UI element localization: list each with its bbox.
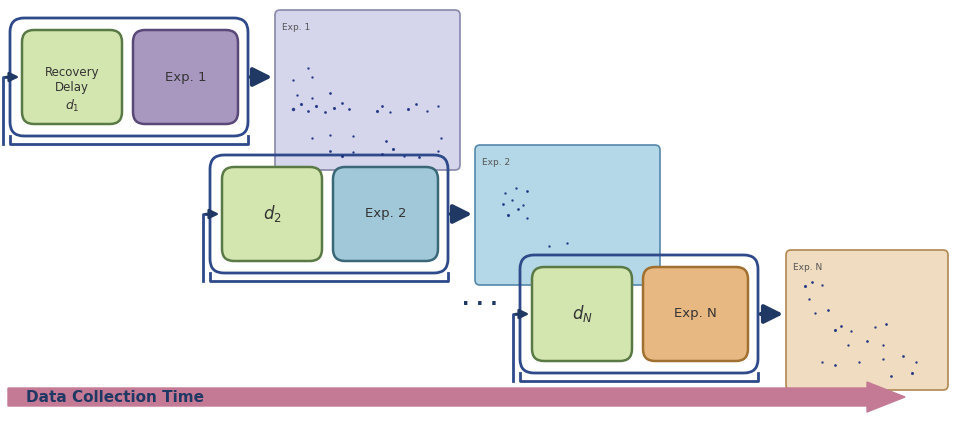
FancyArrow shape: [8, 382, 905, 412]
FancyBboxPatch shape: [22, 30, 122, 124]
FancyBboxPatch shape: [222, 167, 322, 261]
FancyBboxPatch shape: [643, 267, 748, 361]
Text: · · ·: · · ·: [462, 295, 498, 314]
FancyBboxPatch shape: [333, 167, 438, 261]
Text: Exp. 1: Exp. 1: [282, 23, 310, 32]
FancyBboxPatch shape: [786, 250, 948, 390]
Text: $d_N$: $d_N$: [572, 303, 592, 325]
Text: Exp. N: Exp. N: [793, 263, 822, 272]
Text: Data Collection Time: Data Collection Time: [26, 390, 204, 405]
FancyBboxPatch shape: [532, 267, 632, 361]
Text: Exp. 1: Exp. 1: [165, 70, 206, 84]
Text: Exp. N: Exp. N: [674, 308, 717, 320]
Text: $d_2$: $d_2$: [262, 203, 282, 225]
FancyBboxPatch shape: [275, 10, 460, 170]
Text: Exp. 2: Exp. 2: [482, 158, 510, 167]
Text: Exp. 2: Exp. 2: [365, 208, 406, 221]
Text: $d_1$: $d_1$: [65, 98, 80, 114]
Text: Recovery
Delay: Recovery Delay: [45, 66, 100, 94]
FancyBboxPatch shape: [475, 145, 660, 285]
FancyBboxPatch shape: [133, 30, 238, 124]
